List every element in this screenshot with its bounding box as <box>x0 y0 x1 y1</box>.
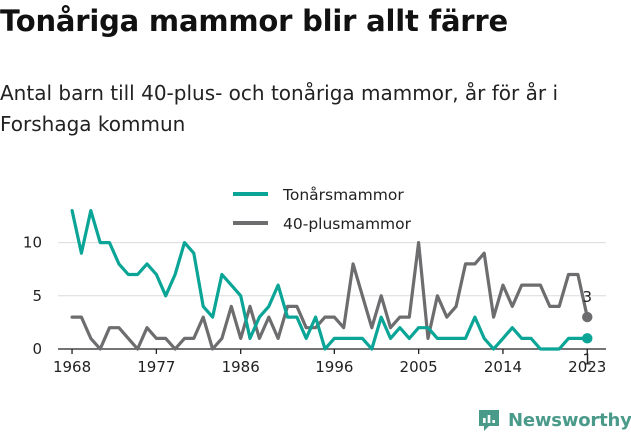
x-tick-label: 2005 <box>400 358 438 376</box>
gridlines <box>58 242 606 350</box>
y-tick-label: 0 <box>32 340 42 358</box>
x-tick-label: 1986 <box>222 358 260 376</box>
chart-title: Tonåriga mammor blir allt färre <box>0 4 508 38</box>
series-line-teen <box>70 209 589 351</box>
series-line-forty <box>70 241 589 351</box>
end-label-teen: 1 <box>582 350 592 368</box>
legend-label-forty: 40-plusmammor <box>283 215 412 233</box>
brand-name: Newsworthy <box>508 409 631 431</box>
x-tick-label: 2014 <box>484 358 522 376</box>
x-tick-label: 1977 <box>137 358 175 376</box>
chart-subtitle: Antal barn till 40-plus- och tonåriga ma… <box>0 81 559 136</box>
x-tick-label: 2023 <box>568 358 606 376</box>
end-label-forty: 3 <box>582 288 592 306</box>
brand-logo: Newsworthy <box>476 407 631 433</box>
y-tick-label: 10 <box>23 234 42 252</box>
legend-label-teen: Tonårsmammor <box>282 186 404 204</box>
x-tick-label: 1996 <box>315 358 353 376</box>
newsworthy-logo-icon <box>479 410 499 431</box>
end-point-forty <box>582 311 593 323</box>
y-tick-label: 5 <box>32 287 42 305</box>
end-point-teen <box>582 333 593 344</box>
legend: Tonårsmammor 40-plusmammor <box>233 186 412 233</box>
axes: 0 5 10 1968 1977 1986 1996 2005 2014 2023 <box>23 234 606 376</box>
series-lines: 31 <box>70 209 593 368</box>
x-tick-label: 1968 <box>53 358 91 376</box>
